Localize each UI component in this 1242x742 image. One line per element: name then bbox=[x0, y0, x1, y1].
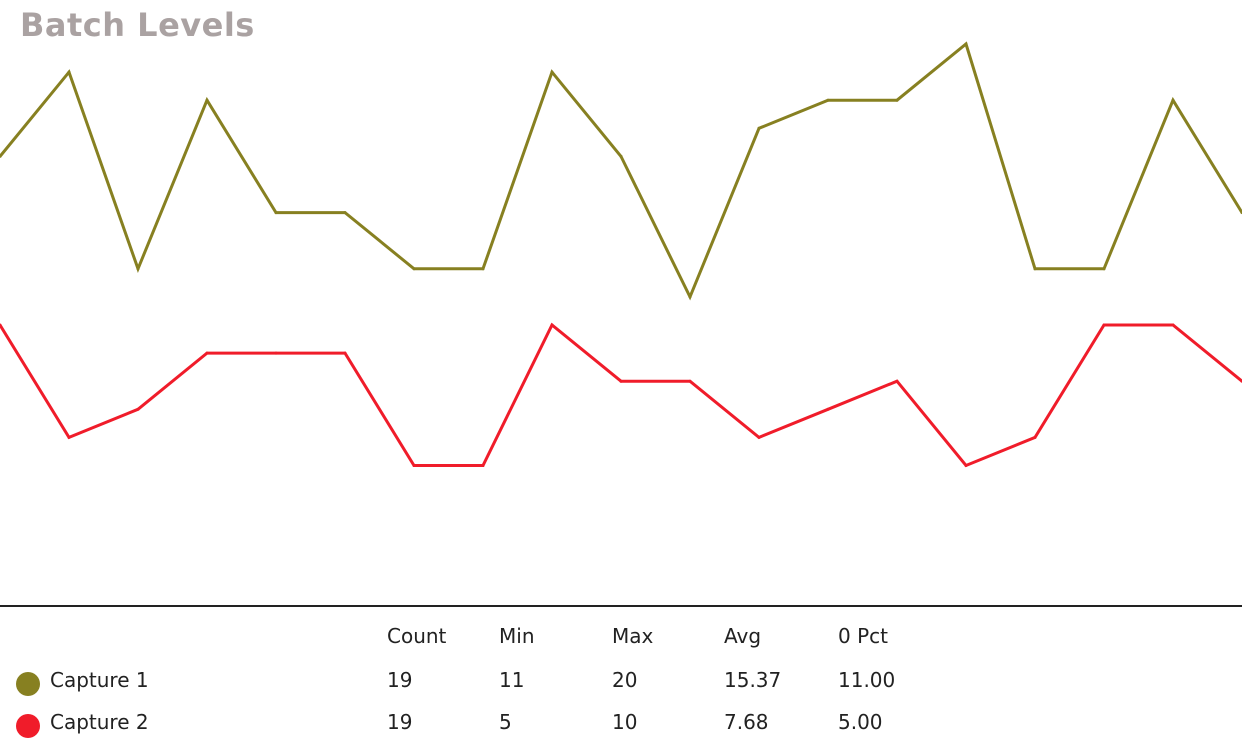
header-count: Count bbox=[387, 624, 447, 648]
data-point bbox=[826, 98, 830, 102]
series-line-2 bbox=[0, 322, 1242, 468]
stats-header-row: Count Min Max Avg 0 Pct bbox=[0, 624, 1242, 652]
series-label: Capture 1 bbox=[50, 668, 149, 692]
data-point bbox=[412, 267, 416, 271]
data-point bbox=[343, 351, 347, 355]
data-point bbox=[0, 323, 2, 327]
stat-avg: 7.68 bbox=[724, 710, 769, 734]
stat-zero-pct: 11.00 bbox=[838, 668, 896, 692]
stat-count: 19 bbox=[387, 668, 413, 692]
data-point bbox=[1033, 435, 1037, 439]
stat-avg: 15.37 bbox=[724, 668, 782, 692]
data-point bbox=[550, 323, 554, 327]
data-point bbox=[136, 407, 140, 411]
stats-row-capture-2: Capture 2 19 5 10 7.68 5.00 bbox=[0, 710, 1242, 738]
data-point bbox=[205, 98, 209, 102]
data-point bbox=[274, 351, 278, 355]
data-point bbox=[0, 154, 2, 158]
stat-zero-pct: 5.00 bbox=[838, 710, 883, 734]
legend-swatch-capture-1 bbox=[16, 672, 40, 696]
data-point bbox=[412, 464, 416, 467]
data-point bbox=[964, 42, 968, 46]
stat-max: 10 bbox=[612, 710, 638, 734]
data-point bbox=[481, 464, 485, 467]
data-point bbox=[67, 70, 71, 74]
header-zero-pct: 0 Pct bbox=[838, 624, 888, 648]
stats-row-capture-1: Capture 1 19 11 20 15.37 11.00 bbox=[0, 668, 1242, 696]
data-point bbox=[688, 295, 692, 299]
data-point bbox=[1102, 323, 1106, 327]
data-point bbox=[1171, 323, 1175, 327]
data-point bbox=[619, 379, 623, 383]
series-label: Capture 2 bbox=[50, 710, 149, 734]
data-point bbox=[1102, 267, 1106, 271]
data-point bbox=[895, 98, 899, 102]
data-point bbox=[1171, 98, 1175, 102]
stat-max: 20 bbox=[612, 668, 638, 692]
header-max: Max bbox=[612, 624, 654, 648]
data-point bbox=[274, 211, 278, 215]
data-point bbox=[895, 379, 899, 383]
legend-swatch-capture-2 bbox=[16, 714, 40, 738]
header-min: Min bbox=[499, 624, 535, 648]
stat-min: 5 bbox=[499, 710, 512, 734]
data-point bbox=[136, 267, 140, 271]
data-point bbox=[481, 267, 485, 271]
data-point bbox=[826, 407, 830, 411]
data-point bbox=[619, 154, 623, 158]
data-point bbox=[343, 211, 347, 215]
data-point bbox=[757, 435, 761, 439]
data-point bbox=[67, 435, 71, 439]
series-line-1 bbox=[0, 41, 1242, 301]
stat-count: 19 bbox=[387, 710, 413, 734]
chart-title: Batch Levels bbox=[20, 6, 255, 44]
stat-min: 11 bbox=[499, 668, 525, 692]
header-avg: Avg bbox=[724, 624, 762, 648]
data-point bbox=[550, 70, 554, 74]
data-point bbox=[964, 464, 968, 467]
data-point bbox=[205, 351, 209, 355]
data-point bbox=[1033, 267, 1037, 271]
data-point bbox=[757, 126, 761, 130]
data-point bbox=[688, 379, 692, 383]
